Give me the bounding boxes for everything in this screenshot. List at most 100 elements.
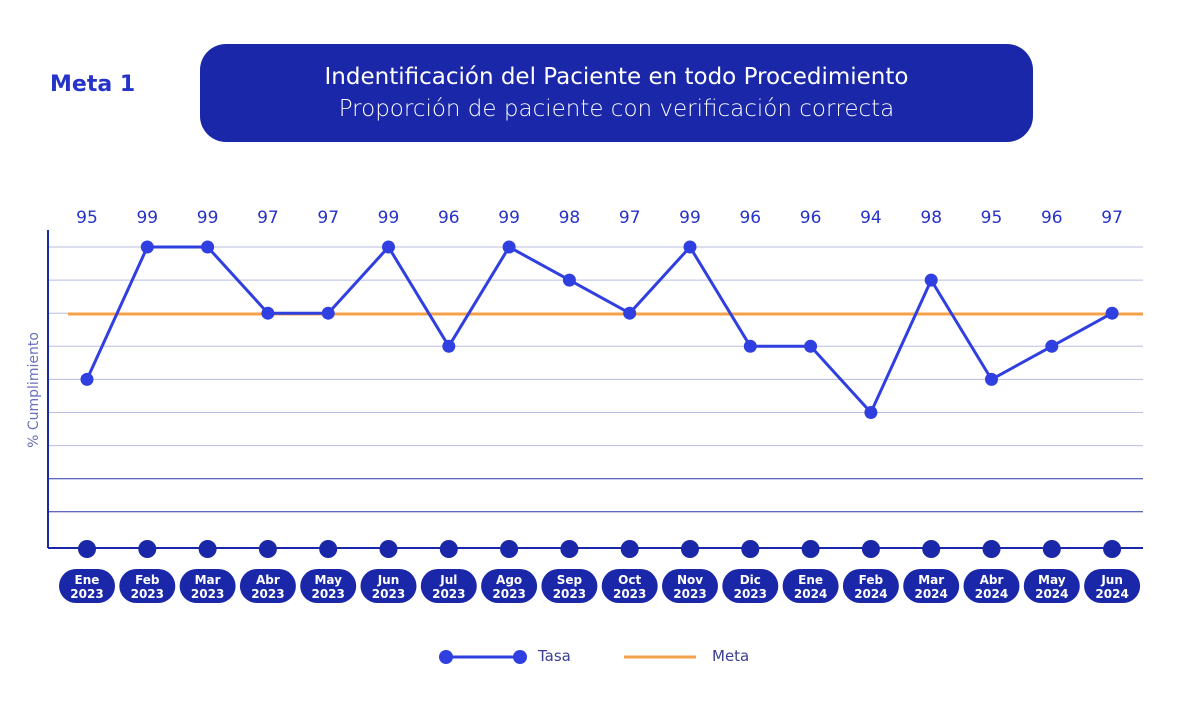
baseline-marker xyxy=(500,540,519,558)
x-tick-year: 2023 xyxy=(131,587,164,601)
chart-subtitle: Proporción de paciente con verificación … xyxy=(338,96,895,122)
x-tick-pill xyxy=(481,569,538,603)
x-tick-year: 2023 xyxy=(70,587,103,601)
x-tick-year: 2023 xyxy=(311,587,344,601)
x-tick-year: 2023 xyxy=(553,587,586,601)
tasa-series xyxy=(80,240,1119,419)
x-tick-year: 2024 xyxy=(975,587,1008,601)
tasa-point xyxy=(442,339,456,353)
baseline-marker xyxy=(198,540,217,558)
value-label: 96 xyxy=(739,208,761,228)
tasa-point xyxy=(382,240,395,254)
baseline-marker xyxy=(801,540,820,558)
x-tick-year: 2023 xyxy=(432,587,465,601)
value-label: 97 xyxy=(619,208,641,228)
x-axis-labels: Ene2023Feb2023Mar2023Abr2023May2023Jun20… xyxy=(59,569,1141,603)
x-tick-month: May xyxy=(1038,573,1066,587)
baseline-marker xyxy=(560,540,579,558)
value-label: 96 xyxy=(1041,208,1063,228)
value-label: 94 xyxy=(860,208,882,228)
x-tick-month: Abr xyxy=(980,573,1004,587)
x-tick-pill xyxy=(1023,569,1080,603)
baseline-marker xyxy=(681,540,699,558)
x-tick-pill xyxy=(903,569,960,603)
value-label: 99 xyxy=(679,208,701,228)
tasa-point xyxy=(683,240,697,254)
tasa-point xyxy=(321,306,335,320)
x-tick-pill xyxy=(963,569,1020,603)
x-tick-year: 2024 xyxy=(1095,587,1128,601)
baseline-marker xyxy=(319,540,338,558)
legend-item-meta xyxy=(624,644,698,670)
value-label: 95 xyxy=(76,208,98,228)
value-label: 97 xyxy=(257,208,279,228)
baseline-marker xyxy=(1103,540,1122,558)
tasa-point xyxy=(743,339,757,353)
x-tick-month: Jun xyxy=(377,573,400,587)
tasa-point xyxy=(562,273,576,287)
baseline-marker xyxy=(982,540,1001,558)
x-tick-month: Feb xyxy=(859,573,884,587)
meta-label: Meta 1 xyxy=(50,72,136,97)
x-tick-pill xyxy=(360,569,417,603)
tasa-point xyxy=(804,339,818,353)
value-label: 99 xyxy=(136,208,158,228)
x-tick-month: Ene xyxy=(798,573,823,587)
x-tick-year: 2023 xyxy=(613,587,646,601)
x-tick-pill xyxy=(1084,569,1141,603)
tasa-point xyxy=(864,406,878,419)
tasa-point xyxy=(261,306,275,320)
legend-item-tasa xyxy=(438,644,528,670)
tasa-point xyxy=(1045,339,1059,353)
value-label: 96 xyxy=(800,208,822,228)
baseline-marker xyxy=(138,540,157,558)
baseline-marker xyxy=(78,540,96,558)
x-tick-month: Jun xyxy=(1100,573,1123,587)
value-label: 97 xyxy=(1101,208,1123,228)
axes xyxy=(47,230,1143,549)
x-tick-year: 2023 xyxy=(251,587,284,601)
title-banner: Indentificación del Paciente en todo Pro… xyxy=(200,44,1033,142)
value-label: 95 xyxy=(981,208,1003,228)
x-tick-month: Ene xyxy=(75,573,100,587)
x-tick-month: Oct xyxy=(618,573,641,587)
x-tick-pill xyxy=(119,569,176,603)
x-tick-year: 2023 xyxy=(673,587,706,601)
x-tick-month: Mar xyxy=(918,573,944,587)
x-tick-year: 2024 xyxy=(794,587,827,601)
tasa-point xyxy=(140,240,154,254)
chart-title: Indentificación del Paciente en todo Pro… xyxy=(324,64,909,90)
x-tick-month: Ago xyxy=(496,573,522,587)
baseline-marker xyxy=(861,540,880,558)
x-tick-month: Jul xyxy=(439,573,457,587)
baseline-marker xyxy=(258,540,277,558)
tasa-point xyxy=(201,240,215,254)
legend-tasa-swatch xyxy=(439,650,527,664)
x-tick-month: Nov xyxy=(677,573,703,587)
tasa-point xyxy=(985,372,998,386)
gridlines xyxy=(48,246,1143,513)
baseline-marker xyxy=(741,540,760,558)
tasa-point xyxy=(502,240,516,254)
x-tick-pill xyxy=(300,569,357,603)
value-labels: 95 99 99 97 97 99 96 99 98 97 99 96 96 94 98 95 96 97 xyxy=(76,208,1123,228)
x-tick-pill xyxy=(842,569,899,603)
tasa-point xyxy=(924,273,938,287)
x-tick-year: 2023 xyxy=(191,587,224,601)
line-chart: % Cumplimiento 95 99 99 97 97 99 96 99 98 97 99 96 9… xyxy=(26,208,1143,603)
x-tick-year: 2023 xyxy=(734,587,767,601)
